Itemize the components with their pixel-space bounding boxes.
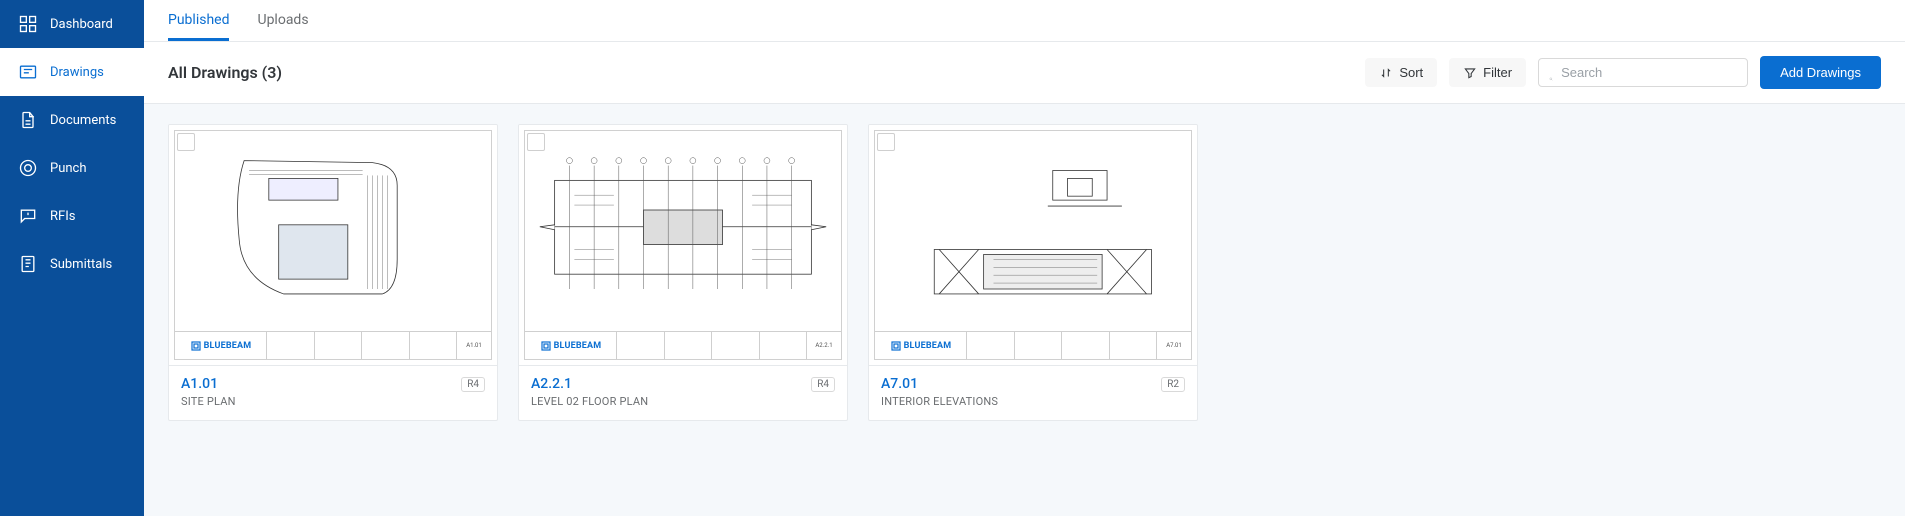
sheet-number-tag: A7.01 [1157, 332, 1191, 359]
brand-logo: BLUEBEAM [875, 332, 967, 359]
drawing-card-footer: A2.2.1 R4 LEVEL 02 FLOOR PLAN [519, 365, 847, 420]
drawing-name: INTERIOR ELEVATIONS [881, 395, 1185, 408]
sidebar-item-label: Dashboard [50, 17, 113, 32]
drawing-name: LEVEL 02 FLOOR PLAN [531, 395, 835, 408]
sidebar: Dashboard Drawings Documents Punch RFIs … [0, 0, 144, 516]
sheet-number-tag: A2.2.1 [807, 332, 841, 359]
sheet-number-tag: A1.01 [457, 332, 491, 359]
sidebar-item-documents[interactable]: Documents [0, 96, 144, 144]
revision-badge: R4 [461, 377, 485, 392]
select-checkbox[interactable] [177, 133, 195, 151]
drawing-thumbnail: BLUEBEAM A2.2.1 [519, 125, 847, 365]
dashboard-icon [18, 14, 38, 34]
drawing-number: A2.2.1 [531, 376, 572, 392]
submittals-icon [18, 254, 38, 274]
title-block: BLUEBEAM A1.01 [175, 331, 491, 359]
documents-icon [18, 110, 38, 130]
sidebar-item-dashboard[interactable]: Dashboard [0, 0, 144, 48]
drawing-preview: BLUEBEAM A2.2.1 [524, 130, 842, 360]
drawing-card[interactable]: BLUEBEAM A7.01 A7.01 R2 INTERIOR ELEVATI… [868, 124, 1198, 421]
sidebar-item-punch[interactable]: Punch [0, 144, 144, 192]
title-block: BLUEBEAM A7.01 [875, 331, 1191, 359]
select-checkbox[interactable] [527, 133, 545, 151]
sort-button[interactable]: Sort [1365, 58, 1437, 87]
filter-label: Filter [1483, 65, 1512, 80]
tab-published[interactable]: Published [168, 2, 229, 41]
toolbar: All Drawings (3) Sort Filter Add Drawing… [144, 42, 1905, 104]
drawing-thumbnail: BLUEBEAM A7.01 [869, 125, 1197, 365]
add-drawings-button[interactable]: Add Drawings [1760, 56, 1881, 89]
sidebar-item-label: Submittals [50, 257, 112, 272]
brand-logo-text: BLUEBEAM [554, 341, 602, 351]
drawing-card-footer: A1.01 R4 SITE PLAN [169, 365, 497, 420]
main-panel: Published Uploads All Drawings (3) Sort … [144, 0, 1905, 516]
floor-plan-graphic [525, 131, 841, 329]
search-box[interactable] [1538, 58, 1748, 87]
brand-logo-text: BLUEBEAM [204, 341, 252, 351]
drawing-grid: BLUEBEAM A1.01 A1.01 R4 SITE PLAN [168, 124, 1881, 421]
drawing-number: A7.01 [881, 376, 918, 392]
drawing-preview: BLUEBEAM A1.01 [174, 130, 492, 360]
sidebar-item-label: Punch [50, 161, 87, 176]
site-plan-graphic [175, 131, 491, 329]
page-title: All Drawings (3) [168, 63, 1353, 82]
drawing-preview: BLUEBEAM A7.01 [874, 130, 1192, 360]
sidebar-item-label: Documents [50, 113, 116, 128]
sidebar-item-drawings[interactable]: Drawings [0, 48, 144, 96]
sidebar-item-rfis[interactable]: RFIs [0, 192, 144, 240]
drawing-name: SITE PLAN [181, 395, 485, 408]
drawing-card[interactable]: BLUEBEAM A1.01 A1.01 R4 SITE PLAN [168, 124, 498, 421]
sort-icon [1379, 66, 1393, 80]
drawing-card-footer: A7.01 R2 INTERIOR ELEVATIONS [869, 365, 1197, 420]
drawing-number: A1.01 [181, 376, 218, 392]
select-checkbox[interactable] [877, 133, 895, 151]
drawing-thumbnail: BLUEBEAM A1.01 [169, 125, 497, 365]
drawing-card[interactable]: BLUEBEAM A2.2.1 A2.2.1 R4 LEVEL 02 FLOOR… [518, 124, 848, 421]
search-input[interactable] [1561, 65, 1737, 80]
sidebar-item-label: Drawings [50, 65, 104, 80]
filter-button[interactable]: Filter [1449, 58, 1526, 87]
revision-badge: R2 [1161, 377, 1185, 392]
tab-uploads[interactable]: Uploads [257, 2, 308, 41]
search-icon [1549, 66, 1553, 80]
sidebar-item-submittals[interactable]: Submittals [0, 240, 144, 288]
brand-logo-text: BLUEBEAM [904, 341, 952, 351]
filter-icon [1463, 66, 1477, 80]
elevation-graphic [875, 131, 1191, 329]
title-block: BLUEBEAM A2.2.1 [525, 331, 841, 359]
revision-badge: R4 [811, 377, 835, 392]
drawings-icon [18, 62, 38, 82]
rfis-icon [18, 206, 38, 226]
content-area: BLUEBEAM A1.01 A1.01 R4 SITE PLAN [144, 104, 1905, 516]
sidebar-item-label: RFIs [50, 209, 75, 224]
sort-label: Sort [1399, 65, 1423, 80]
brand-logo: BLUEBEAM [525, 332, 617, 359]
brand-logo: BLUEBEAM [175, 332, 267, 359]
tab-bar: Published Uploads [144, 0, 1905, 42]
punch-icon [18, 158, 38, 178]
